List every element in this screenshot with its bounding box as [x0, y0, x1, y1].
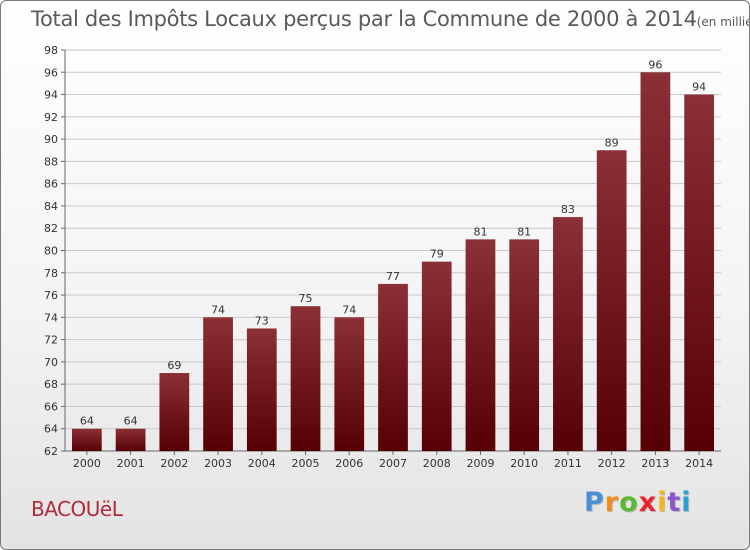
x-tick-label-2003: 2003 [204, 457, 232, 470]
y-tick-label: 70 [44, 356, 58, 369]
data-label-2005: 75 [299, 292, 313, 305]
bar-layer [71, 72, 715, 452]
x-tick-label-2010: 2010 [510, 457, 538, 470]
y-tick-label: 90 [44, 133, 58, 146]
bar-2004 [246, 328, 277, 451]
x-tick-label-2001: 2001 [117, 457, 145, 470]
y-tick-label: 68 [44, 378, 58, 391]
logo-letter: t [667, 487, 682, 518]
data-label-2002: 69 [167, 359, 181, 372]
logo-letter: r [604, 487, 620, 518]
y-tick-label: 66 [44, 400, 58, 413]
bar-2000 [71, 428, 102, 451]
bar-2013 [640, 72, 671, 452]
data-label-2003: 74 [211, 303, 225, 316]
data-label-2006: 74 [342, 303, 356, 316]
y-tick-label: 78 [44, 267, 58, 280]
y-tick-label: 80 [44, 245, 58, 258]
title-row: Total des Impôts Locaux perçus par la Co… [31, 7, 749, 31]
x-tick-label-2004: 2004 [248, 457, 276, 470]
data-label-2004: 73 [255, 314, 269, 327]
y-tick-label: 98 [44, 44, 58, 57]
y-tick-label: 76 [44, 289, 58, 302]
y-tick-label: 62 [44, 445, 58, 458]
bar-2012 [596, 150, 627, 451]
data-label-2009: 81 [473, 225, 487, 238]
bar-2007 [378, 283, 408, 451]
data-label-2000: 64 [80, 415, 94, 428]
x-tick-label-2009: 2009 [466, 457, 494, 470]
y-tick-label: 84 [44, 200, 58, 213]
x-tick-label-2006: 2006 [335, 457, 363, 470]
bar-2003 [203, 317, 233, 451]
x-tick-label-2007: 2007 [379, 457, 407, 470]
x-tick-label-2002: 2002 [160, 457, 188, 470]
bar-2006 [334, 317, 365, 451]
data-label-2014: 94 [692, 81, 706, 94]
axis-layer: 62 64 66 68 70 72 74 76 78 80 82 84 86 88 90 92 94 96 98 20… [44, 44, 721, 470]
x-tick-label-2005: 2005 [292, 457, 320, 470]
data-label-2007: 77 [386, 270, 400, 283]
bar-2009 [465, 239, 496, 451]
data-label-2010: 81 [517, 225, 531, 238]
y-tick-label: 64 [44, 423, 58, 436]
bar-2014 [684, 94, 715, 452]
y-tick-label: 86 [44, 178, 58, 191]
bar-2008 [421, 261, 452, 451]
logo-letter: P [584, 487, 605, 518]
bar-2011 [553, 217, 583, 451]
data-label-2001: 64 [124, 415, 138, 428]
data-label-2013: 96 [648, 58, 662, 71]
logo-letter: x [638, 487, 658, 518]
bar-2005 [290, 306, 321, 451]
commune-name: BACOUëL [31, 497, 123, 521]
x-tick-label-2000: 2000 [73, 457, 101, 470]
data-label-2011: 83 [561, 203, 575, 216]
logo-letter: i [657, 487, 668, 518]
data-label-2012: 89 [605, 136, 619, 149]
data-label-2008: 79 [430, 248, 444, 261]
x-tick-label-2008: 2008 [423, 457, 451, 470]
bar-2001 [115, 428, 146, 451]
bar-2002 [159, 373, 190, 451]
x-tick-label-2011: 2011 [554, 457, 582, 470]
chart-unit: (en milliers d'€) [696, 15, 749, 29]
y-tick-label: 72 [44, 334, 58, 347]
x-tick-label-2013: 2013 [641, 457, 669, 470]
bar-2010 [509, 239, 540, 451]
label-layer: 64 64 69 74 73 75 74 77 79 81 81 83 89 96 94 [80, 58, 706, 427]
y-tick-label: 96 [44, 66, 58, 79]
y-tick-label: 94 [44, 89, 58, 102]
y-tick-label: 88 [44, 155, 58, 168]
y-tick-label: 82 [44, 222, 58, 235]
x-tick-label-2012: 2012 [598, 457, 626, 470]
y-tick-label: 74 [44, 311, 58, 324]
logo-letter: o [619, 487, 639, 518]
chart-title: Total des Impôts Locaux perçus par la Co… [31, 7, 697, 31]
logo-letter: i [681, 487, 692, 518]
y-tick-label: 92 [44, 111, 58, 124]
x-tick-label-2014: 2014 [685, 457, 713, 470]
proxiti-logo[interactable]: Proxiti [584, 487, 692, 518]
